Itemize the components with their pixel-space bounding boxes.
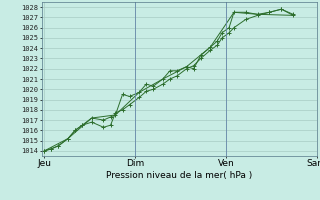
X-axis label: Pression niveau de la mer( hPa ): Pression niveau de la mer( hPa ) bbox=[106, 171, 252, 180]
